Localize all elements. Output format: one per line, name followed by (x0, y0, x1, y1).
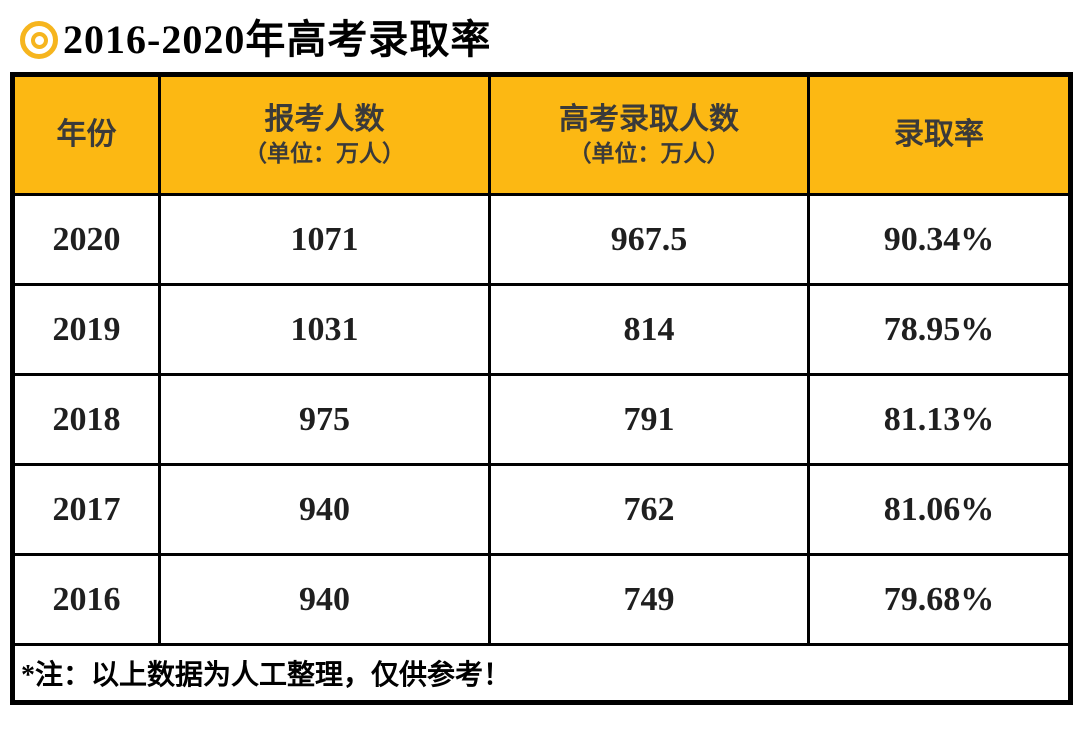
cell-applicants: 940 (158, 463, 491, 556)
header-label-year: 年份 (56, 118, 117, 152)
table-header-row: 年份 报考人数 （单位：万人） 高考录取人数 （单位：万人） 录取率 (11, 73, 1072, 196)
header-cell-applicants: 报考人数 （单位：万人） (158, 73, 491, 196)
cell-admitted: 749 (488, 553, 810, 646)
cell-rate: 81.06% (807, 463, 1072, 556)
header-cell-year: 年份 (11, 73, 161, 196)
cell-year: 2019 (11, 283, 161, 376)
cell-year: 2016 (11, 553, 161, 646)
double-circle-icon-inner (30, 31, 48, 49)
cell-applicants: 975 (158, 373, 491, 466)
page-title: 2016-2020年高考录取率 (63, 17, 492, 62)
cell-rate: 90.34% (807, 193, 1072, 286)
cell-rate: 81.13% (807, 373, 1072, 466)
cell-admitted: 814 (488, 283, 810, 376)
header-sublabel-applicants: （单位：万人） (244, 141, 405, 167)
cell-year: 2018 (11, 373, 161, 466)
header-label-admitted: 高考录取人数 (559, 102, 739, 136)
page-title-row: 2016-2020年高考录取率 (0, 0, 1080, 68)
header-sublabel-admitted: （单位：万人） (568, 141, 730, 167)
cell-rate: 79.68% (807, 553, 1072, 646)
table-row-2020: 2020 1071 967.5 90.34% (11, 193, 1072, 286)
table-row-2016: 2016 940 749 79.68% (11, 553, 1072, 646)
cell-admitted: 762 (488, 463, 810, 556)
cell-applicants: 1031 (158, 283, 491, 376)
cell-year: 2017 (11, 463, 161, 556)
table-row-2017: 2017 940 762 81.06% (11, 463, 1072, 556)
cell-applicants: 1071 (158, 193, 491, 286)
header-cell-admitted: 高考录取人数 （单位：万人） (488, 73, 810, 196)
cell-admitted: 791 (488, 373, 810, 466)
note-text: *注：以上数据为人工整理，仅供参考！ (11, 643, 1072, 704)
cell-admitted: 967.5 (488, 193, 810, 286)
table-note-row: *注：以上数据为人工整理，仅供参考！ (11, 643, 1072, 704)
cell-applicants: 940 (158, 553, 491, 646)
double-circle-icon (20, 21, 58, 59)
table-row-2019: 2019 1031 814 78.95% (11, 283, 1072, 376)
header-label-applicants: 报考人数 (264, 102, 385, 136)
cell-rate: 78.95% (807, 283, 1072, 376)
cell-year: 2020 (11, 193, 161, 286)
admission-rate-table: 年份 报考人数 （单位：万人） 高考录取人数 （单位：万人） 录取率 2020 … (10, 72, 1073, 705)
table-row-2018: 2018 975 791 81.13% (11, 373, 1072, 466)
header-cell-rate: 录取率 (807, 73, 1072, 196)
header-label-rate: 录取率 (894, 118, 984, 152)
